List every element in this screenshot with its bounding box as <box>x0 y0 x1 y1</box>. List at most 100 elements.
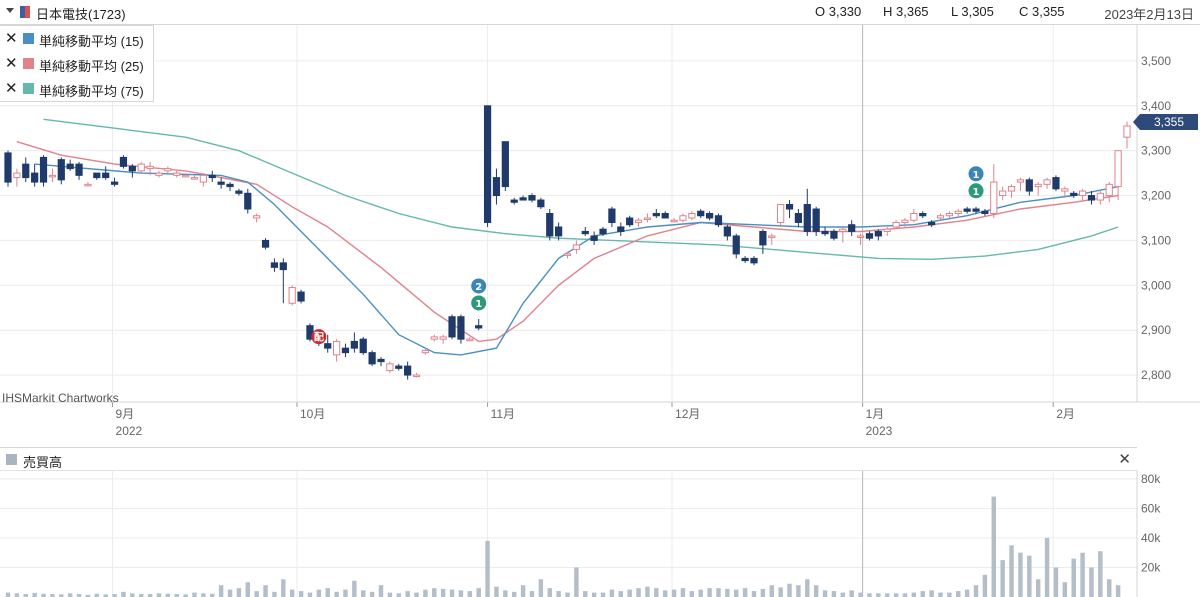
candle-body <box>457 316 465 340</box>
volume-tick-label: 80k <box>1141 472 1161 486</box>
candle-body <box>990 181 998 214</box>
open-value: O 3,330 <box>815 4 862 19</box>
volume-bar <box>574 567 579 597</box>
collapse-triangle-icon[interactable] <box>6 8 14 13</box>
volume-bar <box>840 592 846 597</box>
volume-bar <box>227 589 233 597</box>
volume-bar <box>1009 545 1014 597</box>
volume-bar <box>165 593 171 597</box>
candle-body <box>910 213 918 221</box>
volume-bar <box>281 579 286 597</box>
volume-bar <box>609 589 615 597</box>
volume-bar <box>902 593 908 597</box>
candle-body <box>297 291 305 302</box>
candle-body <box>75 163 83 176</box>
volume-bar <box>361 590 366 597</box>
volume-bar <box>121 591 126 597</box>
candle-body <box>359 338 367 354</box>
volume-bar <box>583 591 588 597</box>
candle-body <box>173 172 181 176</box>
volume-bar <box>14 593 20 597</box>
candle-body <box>421 349 430 354</box>
event-marker <box>968 183 984 199</box>
candle-body <box>377 358 385 363</box>
candle-body <box>1123 125 1131 138</box>
candle-body <box>803 204 811 232</box>
candle-body <box>270 262 279 268</box>
price-tick-label: 3,400 <box>1141 99 1171 113</box>
candle-body <box>1025 179 1033 192</box>
candle-body <box>31 172 39 183</box>
month-label: 2月 <box>1056 407 1075 421</box>
close-volume-panel-icon[interactable]: ✕ <box>1118 451 1131 468</box>
remove-sma25-icon[interactable]: ✕ <box>5 55 18 72</box>
candle-body <box>483 105 492 223</box>
candle-body <box>332 340 341 356</box>
volume-bar <box>76 594 82 597</box>
volume-bar <box>307 592 313 597</box>
candle-body <box>1034 183 1042 188</box>
candle-body <box>723 226 731 237</box>
remove-sma75-icon[interactable]: ✕ <box>5 80 18 97</box>
volume-bar <box>174 594 179 597</box>
volume-bar <box>325 588 330 597</box>
candle-body <box>261 239 270 248</box>
candle-body <box>395 365 403 369</box>
candle-body <box>750 257 758 264</box>
sma25-label: 単純移動平均 (25) <box>39 59 144 74</box>
volume-bar <box>920 591 925 597</box>
price-tick-label: 3,000 <box>1141 278 1171 292</box>
candle-body <box>48 174 57 178</box>
volume-bar <box>751 591 757 597</box>
candle-body <box>1016 179 1025 183</box>
volume-bar <box>378 585 384 597</box>
event-marker <box>968 166 984 182</box>
candle-body <box>812 208 820 232</box>
candle-body <box>66 163 74 170</box>
volume-bar <box>503 590 508 597</box>
volume-bar <box>59 594 64 597</box>
candle-body <box>528 195 536 201</box>
candle-body <box>22 163 30 179</box>
price-tick-label: 3,100 <box>1141 233 1171 247</box>
volume-bar <box>485 540 490 597</box>
event-marker <box>471 295 487 311</box>
candle-body <box>1043 179 1051 185</box>
volume-bar <box>387 592 393 597</box>
candle-body <box>714 215 723 226</box>
ticker-name[interactable]: 日本電技(1723) <box>36 7 126 22</box>
volume-bar <box>192 592 197 597</box>
candle-body <box>412 374 421 378</box>
volume-bar <box>147 594 153 597</box>
candle-body <box>945 213 953 217</box>
candle-body <box>697 210 705 217</box>
header-bar: 日本電技(1723) O 3,330 H 3,365 L 3,305 C 3,3… <box>0 0 1200 25</box>
remove-sma15-icon[interactable]: ✕ <box>5 30 18 47</box>
volume-bar <box>343 589 348 597</box>
candle-body <box>475 325 483 329</box>
sma75-line <box>43 118 1119 261</box>
candle-body <box>821 230 829 235</box>
volume-bar <box>156 593 162 597</box>
volume-bar <box>449 589 455 597</box>
close-value: C 3,355 <box>1019 4 1065 19</box>
candle-body <box>981 210 989 214</box>
candle-body <box>732 235 740 255</box>
sma15-line <box>34 163 1119 356</box>
volume-bar <box>680 588 686 597</box>
candle-body <box>510 199 518 203</box>
volume-bar <box>210 593 215 597</box>
volume-bar <box>1098 551 1103 597</box>
candle-body <box>466 338 474 342</box>
volume-bar <box>627 589 632 597</box>
sma25-swatch <box>23 58 34 69</box>
volume-bar <box>352 580 357 597</box>
volume-bar <box>41 593 46 597</box>
event-marker <box>311 329 327 345</box>
volume-bar <box>911 592 917 597</box>
volume-bar <box>600 592 606 597</box>
volume-bar <box>964 589 970 597</box>
volume-bar <box>1107 579 1112 597</box>
candle-body <box>794 213 803 223</box>
